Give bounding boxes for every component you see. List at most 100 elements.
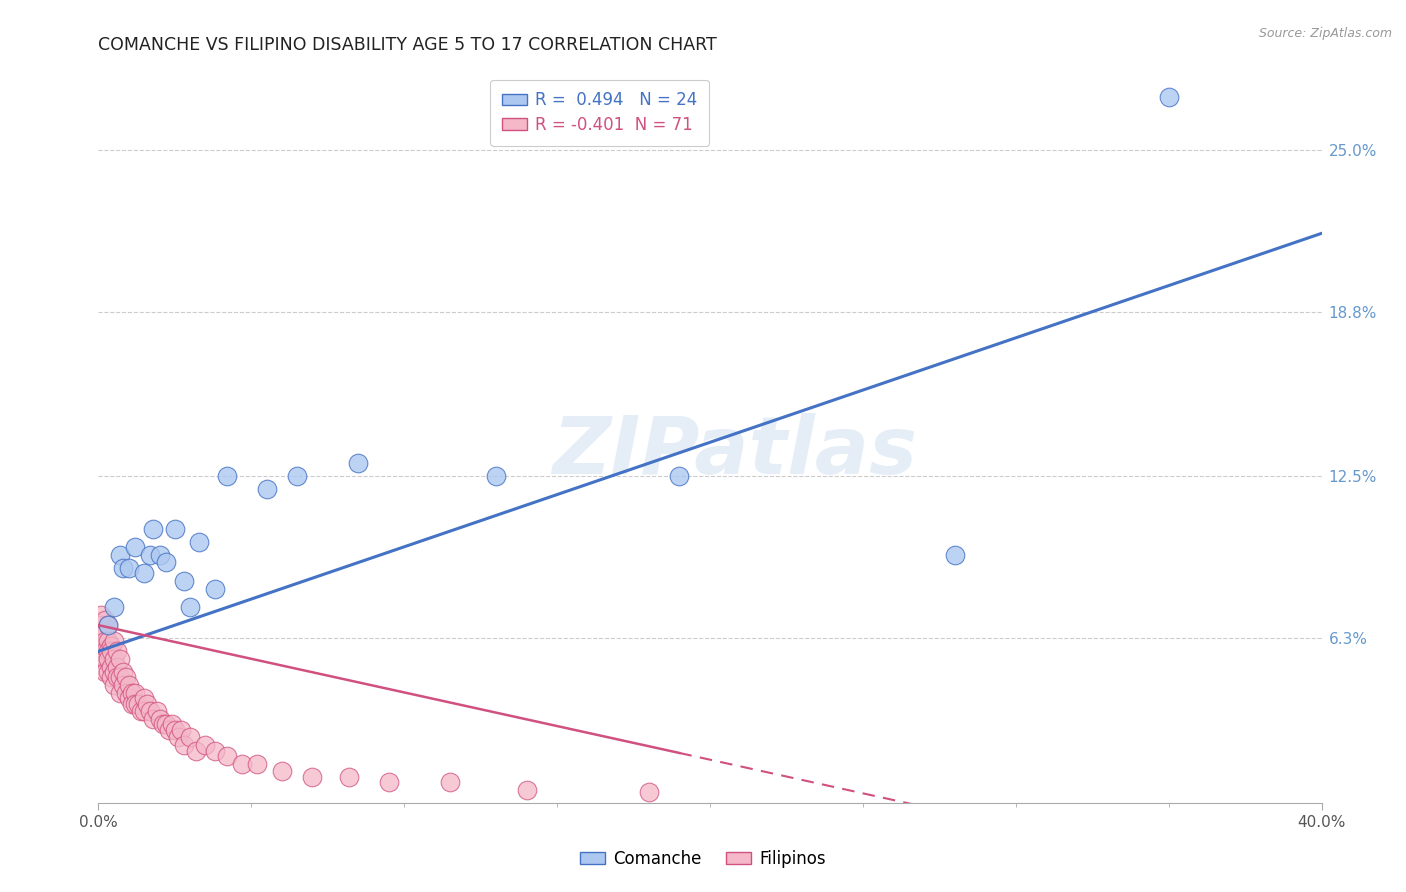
Point [118, 560, 141, 574]
Point [90, 618, 112, 632]
Point [100, 639, 122, 653]
Point [100, 644, 122, 658]
Point [188, 534, 211, 549]
Point [108, 548, 131, 562]
Point [173, 739, 195, 753]
Point [90, 652, 112, 666]
Point [1157, 90, 1180, 104]
Point [129, 705, 152, 719]
Point [152, 717, 174, 731]
Point [93, 665, 115, 680]
Point [943, 548, 966, 562]
Point [145, 705, 167, 719]
Point [124, 686, 146, 700]
Point [179, 599, 201, 614]
Point [103, 678, 125, 692]
Point [270, 764, 292, 779]
Point [118, 678, 141, 692]
Point [108, 670, 131, 684]
Point [163, 723, 186, 737]
Point [179, 731, 201, 745]
Point [136, 697, 159, 711]
Point [105, 670, 128, 684]
Point [142, 521, 165, 535]
Point [149, 712, 172, 726]
Point [90, 639, 112, 653]
Point [163, 521, 186, 535]
Point [215, 748, 238, 763]
Point [204, 743, 226, 757]
Point [127, 697, 149, 711]
Point [285, 469, 308, 483]
Text: Source: ZipAtlas.com: Source: ZipAtlas.com [1258, 27, 1392, 40]
Point [173, 574, 195, 588]
Point [105, 644, 128, 658]
Point [111, 678, 134, 692]
Point [100, 660, 122, 674]
Point [134, 705, 156, 719]
Point [155, 556, 177, 570]
Point [93, 652, 115, 666]
Point [97, 665, 120, 680]
Point [170, 723, 193, 737]
Point [111, 665, 134, 680]
Point [90, 626, 112, 640]
Point [93, 613, 115, 627]
Point [194, 739, 217, 753]
Point [157, 723, 180, 737]
Point [246, 756, 269, 771]
Point [124, 697, 146, 711]
Point [97, 618, 120, 632]
Point [167, 731, 190, 745]
Point [121, 697, 143, 711]
Point [108, 652, 131, 666]
Point [103, 633, 125, 648]
Point [516, 782, 538, 797]
Point [93, 644, 115, 658]
Point [231, 756, 253, 771]
Point [97, 644, 120, 658]
Text: ZIPatlas: ZIPatlas [553, 413, 917, 491]
Point [121, 686, 143, 700]
Point [139, 705, 162, 719]
Point [256, 483, 278, 497]
Point [111, 560, 134, 574]
Point [100, 670, 122, 684]
Text: COMANCHE VS FILIPINO DISABILITY AGE 5 TO 17 CORRELATION CHART: COMANCHE VS FILIPINO DISABILITY AGE 5 TO… [98, 36, 717, 54]
Point [115, 670, 138, 684]
Point [301, 770, 323, 784]
Point [115, 686, 138, 700]
Point [485, 469, 508, 483]
Point [668, 469, 690, 483]
Point [186, 743, 208, 757]
Point [637, 785, 661, 799]
Legend: Comanche, Filipinos: Comanche, Filipinos [574, 844, 832, 875]
Point [93, 626, 115, 640]
Point [108, 686, 131, 700]
Point [139, 548, 162, 562]
Point [439, 775, 461, 789]
Point [149, 548, 172, 562]
Point [103, 652, 125, 666]
Point [97, 633, 120, 648]
Point [105, 660, 128, 674]
Point [155, 717, 177, 731]
Legend: R =  0.494   N = 24, R = -0.401  N = 71: R = 0.494 N = 24, R = -0.401 N = 71 [491, 79, 710, 145]
Point [142, 712, 165, 726]
Point [124, 540, 146, 554]
Point [134, 566, 156, 580]
Point [215, 469, 238, 483]
Point [378, 775, 401, 789]
Point [347, 456, 370, 470]
Point [93, 633, 115, 648]
Point [97, 618, 120, 632]
Point [160, 717, 183, 731]
Point [337, 770, 360, 784]
Point [204, 582, 226, 596]
Point [118, 691, 141, 706]
Point [97, 652, 120, 666]
Point [103, 665, 125, 680]
Point [90, 607, 112, 622]
Point [103, 599, 125, 614]
Point [134, 691, 156, 706]
